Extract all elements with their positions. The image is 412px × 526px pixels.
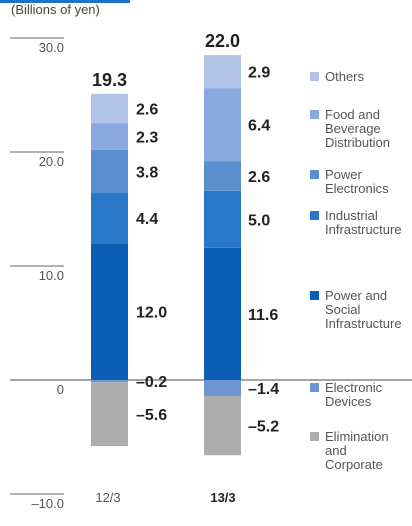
bar-segment bbox=[91, 380, 128, 383]
value-label: 2.3 bbox=[136, 130, 158, 147]
bar-segment bbox=[91, 193, 128, 244]
legend-label: Power bbox=[325, 167, 363, 182]
legend-swatch bbox=[310, 72, 319, 81]
value-label: 5.0 bbox=[248, 212, 270, 229]
bar-segment bbox=[91, 93, 128, 124]
value-label: 4.4 bbox=[136, 211, 158, 228]
bar-segment bbox=[204, 247, 241, 380]
legend-label: Others bbox=[325, 69, 365, 84]
y-tick-label: –10.0 bbox=[31, 496, 64, 511]
value-label: 2.6 bbox=[248, 169, 270, 186]
category-label: 12/3 bbox=[95, 490, 120, 505]
legend-label: Beverage bbox=[325, 121, 381, 136]
legend-label: Elimination bbox=[325, 429, 389, 444]
legend-label: Devices bbox=[325, 394, 372, 409]
legend-swatch bbox=[310, 170, 319, 179]
legend-label: Infrastructure bbox=[325, 316, 402, 331]
legend-label: Social bbox=[325, 302, 361, 317]
value-label: –1.4 bbox=[248, 381, 279, 398]
bar-segment bbox=[204, 88, 241, 162]
legend-label: Food and bbox=[325, 107, 380, 122]
y-tick-label: 20.0 bbox=[39, 154, 64, 169]
legend-label: Corporate bbox=[325, 457, 383, 472]
value-label: –5.2 bbox=[248, 419, 279, 436]
y-tick-label: 10.0 bbox=[39, 268, 64, 283]
bar-segment bbox=[204, 55, 241, 89]
legend-label: Electronic bbox=[325, 380, 383, 395]
bar-segment bbox=[91, 243, 128, 380]
bar-segment bbox=[204, 380, 241, 396]
value-label: 11.6 bbox=[248, 307, 278, 324]
title-fragment-bar bbox=[0, 0, 130, 3]
category-label: 13/3 bbox=[210, 490, 235, 505]
bar-segment bbox=[91, 149, 128, 194]
y-tick-label: 30.0 bbox=[39, 40, 64, 55]
total-label: 22.0 bbox=[205, 31, 240, 51]
value-label: –0.2 bbox=[136, 374, 167, 391]
legend-label: and bbox=[325, 443, 347, 458]
bar-segment bbox=[204, 161, 241, 191]
bar-segment bbox=[204, 395, 241, 456]
bar-segment bbox=[204, 190, 241, 248]
value-label: 2.9 bbox=[248, 65, 270, 82]
value-label: 2.6 bbox=[136, 102, 158, 119]
legend-label: Distribution bbox=[325, 135, 390, 150]
total-label: 19.3 bbox=[92, 70, 127, 90]
bar-segment bbox=[91, 123, 128, 150]
unit-label: (Billions of yen) bbox=[11, 2, 100, 17]
bar-segment bbox=[91, 382, 128, 447]
legend-swatch bbox=[310, 291, 319, 300]
value-label: –5.6 bbox=[136, 407, 167, 424]
legend-swatch bbox=[310, 383, 319, 392]
value-label: 12.0 bbox=[136, 305, 167, 322]
legend-label: Electronics bbox=[325, 181, 389, 196]
value-label: 3.8 bbox=[136, 164, 158, 181]
legend-swatch bbox=[310, 110, 319, 119]
legend-label: Power and bbox=[325, 288, 387, 303]
y-tick-label: 0 bbox=[57, 382, 64, 397]
legend-swatch bbox=[310, 211, 319, 220]
value-label: 6.4 bbox=[248, 118, 270, 135]
legend-label: Industrial bbox=[325, 208, 378, 223]
legend-label: Infrastructure bbox=[325, 222, 402, 237]
legend-swatch bbox=[310, 432, 319, 441]
